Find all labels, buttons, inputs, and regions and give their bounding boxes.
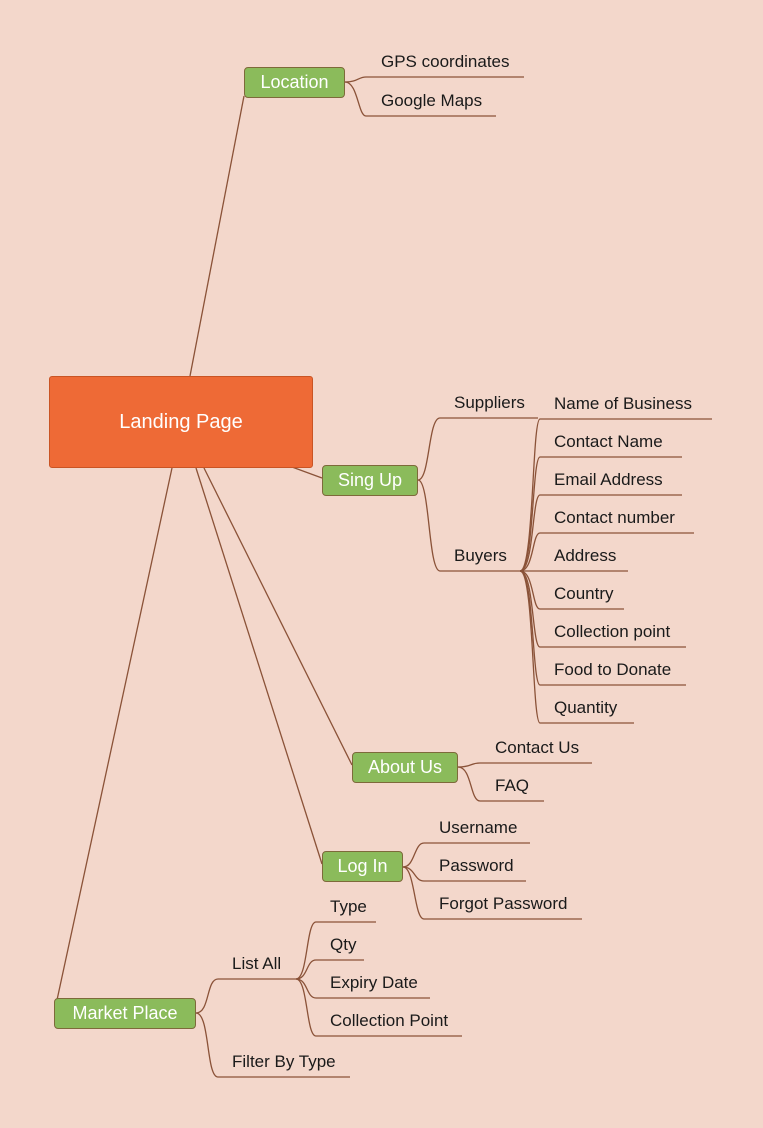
leaf-list-all: List All (232, 954, 282, 973)
leaf-expiry-date: Expiry Date (330, 973, 418, 992)
connector-root-market (56, 467, 173, 1001)
leaf-filter-by-type: Filter By Type (232, 1052, 336, 1071)
leaf-field-contact-name: Contact Name (554, 432, 663, 451)
connector-list-qty (295, 959, 364, 980)
connector-root-about (203, 467, 353, 766)
leaf-field-country: Country (554, 584, 614, 603)
connector-signup-suppliers (417, 417, 538, 481)
branch-log-in[interactable]: Log In (322, 851, 403, 882)
leaf-field-quantity: Quantity (554, 698, 618, 717)
connector-signup-buyers (417, 479, 520, 572)
connector-field-4 (519, 532, 694, 572)
connector-root-signup (291, 466, 323, 479)
branch-location[interactable]: Location (244, 67, 345, 98)
leaf-faq: FAQ (495, 776, 530, 795)
connector-root-login (195, 467, 323, 865)
connector-list-collection (295, 978, 462, 1037)
branch-market-place[interactable]: Market Place (54, 998, 196, 1029)
connector-list-type (295, 921, 376, 980)
connector-location-maps (344, 81, 496, 117)
leaf-qty: Qty (330, 935, 357, 954)
root-node-landing-page[interactable]: Landing Page (49, 376, 313, 468)
leaf-password: Password (439, 856, 514, 875)
connector-root-location (189, 95, 245, 377)
leaf-google-maps: Google Maps (381, 91, 483, 110)
connector-market-filter (195, 1012, 350, 1078)
leaf-username: Username (439, 818, 518, 837)
leaf-type: Type (330, 897, 367, 916)
leaf-field-food-to-donate: Food to Donate (554, 660, 672, 679)
leaf-field-address: Address (554, 546, 617, 565)
connector-field-3 (519, 494, 682, 572)
connector-field-9 (519, 570, 634, 724)
connector-field-1 (519, 418, 712, 572)
leaf-gps-coordinates: GPS coordinates (381, 52, 510, 71)
branch-sign-up[interactable]: Sing Up (322, 465, 418, 496)
leaf-field-email-address: Email Address (554, 470, 663, 489)
leaf-field-collection-point: Collection point (554, 622, 671, 641)
connector-market-listall (195, 978, 296, 1014)
leaf-field-contact-number: Contact number (554, 508, 675, 527)
connector-location-gps (344, 76, 524, 83)
connector-field-2 (519, 456, 682, 572)
leaf-suppliers: Suppliers (454, 393, 525, 412)
branch-about-us[interactable]: About Us (352, 752, 458, 783)
connector-login-password (402, 866, 526, 882)
leaf-buyers: Buyers (454, 546, 507, 565)
leaf-contact-us: Contact Us (495, 738, 580, 757)
connector-login-username (402, 842, 530, 868)
leaf-collection-point: Collection Point (330, 1011, 449, 1030)
leaf-forgot-password: Forgot Password (439, 894, 568, 913)
connector-login-forgot (402, 866, 582, 920)
connector-about-contact (457, 762, 592, 768)
connector-list-expiry (295, 978, 430, 999)
connector-about-faq (457, 766, 544, 802)
leaf-field-name-of-business: Name of Business (554, 394, 692, 413)
